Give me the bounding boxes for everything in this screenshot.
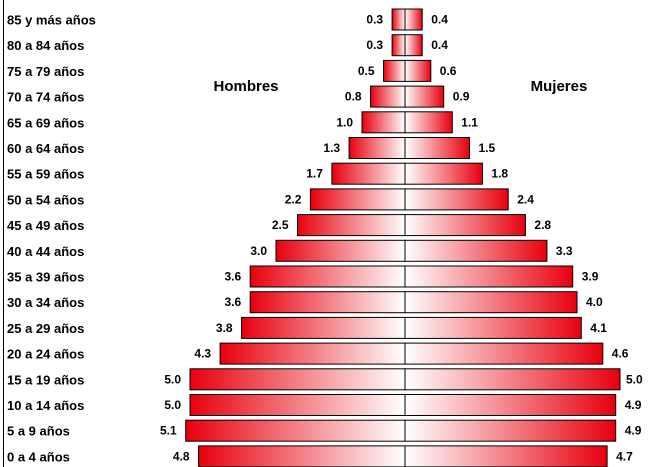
bar-hombres-75-a-79-anos	[383, 59, 406, 82]
bar-mujeres-40-a-44-anos	[404, 239, 548, 262]
bar-mujeres-25-a-29-anos	[404, 316, 582, 339]
age-label-25-a-29-anos: 25 a 29 años	[7, 321, 84, 336]
age-label-85-y-mas-anos: 85 y más años	[7, 13, 96, 28]
age-label-65-a-69-anos: 65 a 69 años	[7, 115, 84, 130]
value-label-hombres-70-a-74-anos: 0.8	[345, 90, 362, 104]
value-label-mujeres-45-a-49-anos: 2.8	[534, 218, 551, 232]
value-label-hombres-20-a-24-anos: 4.3	[194, 347, 211, 361]
age-label-10-a-14-anos: 10 a 14 años	[7, 398, 84, 413]
value-label-hombres-50-a-54-anos: 2.2	[285, 192, 302, 206]
age-label-60-a-64-anos: 60 a 64 años	[7, 141, 84, 156]
age-label-15-a-19-anos: 15 a 19 años	[7, 372, 84, 387]
value-label-hombres-15-a-19-anos: 5.0	[164, 372, 181, 386]
value-label-mujeres-60-a-64-anos: 1.5	[479, 141, 496, 155]
bar-mujeres-20-a-24-anos	[404, 342, 604, 365]
bar-hombres-15-a-19-anos	[189, 368, 406, 391]
value-label-hombres-5-a-9-anos: 5.1	[160, 424, 177, 438]
value-label-hombres-35-a-39-anos: 3.6	[225, 270, 242, 284]
bar-hombres-50-a-54-anos	[309, 188, 406, 211]
value-label-hombres-80-a-84-anos: 0.3	[366, 38, 383, 52]
value-label-mujeres-75-a-79-anos: 0.6	[440, 64, 457, 78]
bar-hombres-20-a-24-anos	[219, 342, 406, 365]
bar-hombres-30-a-34-anos	[249, 291, 406, 314]
bar-mujeres-85-y-mas-anos	[404, 8, 423, 31]
bar-mujeres-60-a-64-anos	[404, 137, 470, 159]
value-label-mujeres-35-a-39-anos: 3.9	[582, 270, 599, 284]
age-label-45-a-49-anos: 45 a 49 años	[7, 218, 84, 233]
age-label-75-a-79-anos: 75 a 79 años	[7, 64, 84, 79]
bar-mujeres-65-a-69-anos	[404, 111, 453, 134]
value-label-hombres-55-a-59-anos: 1.7	[306, 167, 323, 181]
value-label-mujeres-10-a-14-anos: 4.9	[625, 398, 642, 412]
age-label-70-a-74-anos: 70 a 74 años	[7, 90, 84, 105]
age-label-35-a-39-anos: 35 a 39 años	[7, 270, 84, 285]
bar-hombres-5-a-9-anos	[185, 419, 406, 442]
value-label-hombres-60-a-64-anos: 1.3	[323, 141, 340, 155]
bar-mujeres-10-a-14-anos	[404, 394, 617, 416]
bar-mujeres-35-a-39-anos	[404, 265, 574, 288]
value-label-hombres-0-a-4-anos: 4.8	[173, 449, 190, 463]
bar-hombres-25-a-29-anos	[241, 316, 406, 339]
age-label-55-a-59-anos: 55 a 59 años	[7, 167, 84, 182]
bar-mujeres-30-a-34-anos	[404, 291, 578, 314]
bar-hombres-85-y-mas-anos	[391, 8, 406, 31]
value-label-mujeres-85-y-mas-anos: 0.4	[431, 13, 448, 27]
bar-hombres-10-a-14-anos	[189, 394, 406, 416]
age-label-0-a-4-anos: 0 a 4 años	[7, 449, 70, 464]
age-label-5-a-9-anos: 5 a 9 años	[7, 424, 70, 439]
series-label-mujeres: Mujeres	[531, 78, 588, 95]
value-label-hombres-10-a-14-anos: 5.0	[164, 398, 181, 412]
labels-group: 85 y más años 0.3 0.4 80 a 84 años 0.3 0.4 75 …	[7, 13, 643, 465]
bar-mujeres-15-a-19-anos	[404, 368, 621, 391]
bar-hombres-60-a-64-anos	[348, 137, 406, 159]
value-label-mujeres-5-a-9-anos: 4.9	[625, 424, 642, 438]
age-label-80-a-84-anos: 80 a 84 años	[7, 38, 84, 53]
bar-mujeres-45-a-49-anos	[404, 214, 526, 237]
bar-mujeres-70-a-74-anos	[404, 85, 445, 108]
bar-hombres-65-a-69-anos	[361, 111, 406, 134]
value-label-hombres-25-a-29-anos: 3.8	[216, 321, 233, 335]
age-label-30-a-34-anos: 30 a 34 años	[7, 295, 84, 310]
bar-mujeres-0-a-4-anos	[404, 445, 608, 467]
bar-hombres-40-a-44-anos	[275, 239, 406, 262]
bars-group	[185, 8, 621, 467]
value-label-hombres-85-y-mas-anos: 0.3	[366, 13, 383, 27]
age-label-20-a-24-anos: 20 a 24 años	[7, 347, 84, 362]
value-label-mujeres-65-a-69-anos: 1.1	[461, 115, 478, 129]
value-label-mujeres-15-a-19-anos: 5.0	[626, 372, 643, 386]
value-label-mujeres-55-a-59-anos: 1.8	[491, 167, 508, 181]
bar-mujeres-5-a-9-anos	[404, 419, 617, 442]
value-label-hombres-75-a-79-anos: 0.5	[358, 64, 375, 78]
value-label-mujeres-30-a-34-anos: 4.0	[586, 295, 603, 309]
bar-mujeres-55-a-59-anos	[404, 162, 483, 185]
bar-hombres-55-a-59-anos	[331, 162, 406, 185]
value-label-hombres-30-a-34-anos: 3.6	[225, 295, 242, 309]
bar-hombres-0-a-4-anos	[198, 445, 406, 467]
value-label-mujeres-70-a-74-anos: 0.9	[453, 90, 470, 104]
value-label-mujeres-80-a-84-anos: 0.4	[431, 38, 448, 52]
value-label-hombres-40-a-44-anos: 3.0	[250, 244, 267, 258]
bar-hombres-35-a-39-anos	[249, 265, 406, 288]
bar-mujeres-50-a-54-anos	[404, 188, 509, 211]
value-label-mujeres-20-a-24-anos: 4.6	[612, 347, 629, 361]
value-label-mujeres-50-a-54-anos: 2.4	[517, 192, 534, 206]
value-label-mujeres-25-a-29-anos: 4.1	[590, 321, 607, 335]
series-label-hombres: Hombres	[213, 78, 278, 95]
bar-hombres-80-a-84-anos	[391, 34, 406, 57]
bar-hombres-70-a-74-anos	[370, 85, 406, 108]
bar-mujeres-75-a-79-anos	[404, 59, 432, 82]
value-label-hombres-45-a-49-anos: 2.5	[272, 218, 289, 232]
bar-mujeres-80-a-84-anos	[404, 34, 423, 57]
value-label-mujeres-40-a-44-anos: 3.3	[556, 244, 573, 258]
age-label-50-a-54-anos: 50 a 54 años	[7, 192, 84, 207]
age-label-40-a-44-anos: 40 a 44 años	[7, 244, 84, 259]
bar-hombres-45-a-49-anos	[297, 214, 406, 237]
value-label-mujeres-0-a-4-anos: 4.7	[616, 449, 633, 463]
value-label-hombres-65-a-69-anos: 1.0	[336, 115, 353, 129]
